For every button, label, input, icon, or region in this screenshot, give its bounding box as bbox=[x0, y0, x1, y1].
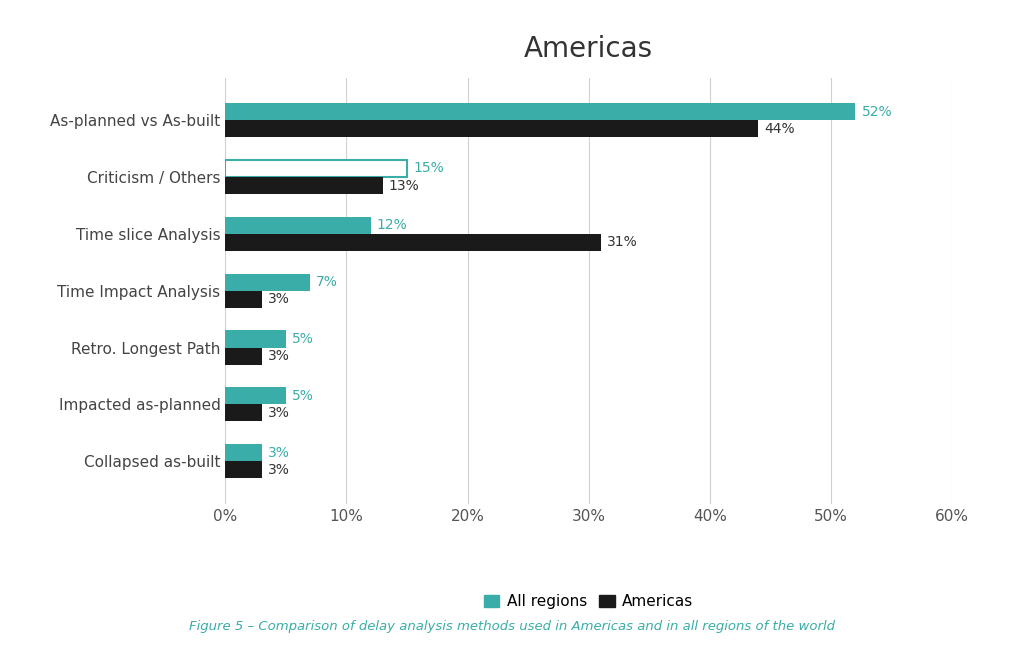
Text: 44%: 44% bbox=[765, 121, 795, 136]
Text: Figure 5 – Comparison of delay analysis methods used in Americas and in all regi: Figure 5 – Comparison of delay analysis … bbox=[189, 620, 835, 633]
Bar bbox=[225, 234, 601, 251]
Bar bbox=[225, 404, 262, 421]
Text: 13%: 13% bbox=[389, 178, 420, 193]
Bar bbox=[225, 217, 371, 234]
Bar bbox=[225, 291, 262, 307]
Bar bbox=[225, 160, 408, 177]
Bar bbox=[225, 348, 262, 364]
Bar bbox=[225, 331, 286, 348]
Text: 3%: 3% bbox=[267, 406, 290, 420]
Text: 15%: 15% bbox=[413, 162, 443, 176]
Legend: All regions, Americas: All regions, Americas bbox=[478, 589, 699, 616]
Text: 31%: 31% bbox=[607, 235, 638, 249]
Text: 12%: 12% bbox=[377, 218, 408, 233]
Text: 3%: 3% bbox=[267, 463, 290, 477]
Bar bbox=[225, 177, 383, 194]
Bar bbox=[225, 388, 286, 404]
Text: 5%: 5% bbox=[292, 389, 313, 403]
Text: 5%: 5% bbox=[292, 332, 313, 346]
Bar bbox=[225, 120, 759, 137]
Bar bbox=[225, 274, 310, 291]
Title: Americas: Americas bbox=[524, 35, 653, 63]
Text: 3%: 3% bbox=[267, 349, 290, 363]
Text: 52%: 52% bbox=[861, 105, 892, 119]
Bar bbox=[225, 444, 262, 461]
Bar bbox=[225, 461, 262, 478]
Bar bbox=[225, 103, 855, 120]
Text: 3%: 3% bbox=[267, 292, 290, 306]
Text: 7%: 7% bbox=[316, 275, 338, 289]
Text: 3%: 3% bbox=[267, 446, 290, 460]
